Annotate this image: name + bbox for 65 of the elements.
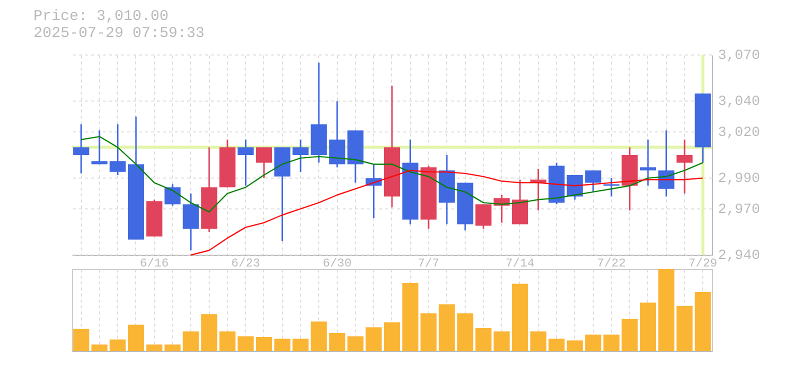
candlestick — [640, 138, 656, 187]
bar — [640, 302, 656, 351]
y-tick-label: 3,070 — [718, 48, 760, 64]
chart-title: Price: 3,010.00 — [34, 8, 169, 25]
bar — [548, 338, 565, 351]
candlestick — [164, 183, 181, 207]
candlestick — [256, 146, 272, 179]
bar — [146, 344, 162, 351]
bar — [256, 337, 272, 351]
candlestick — [238, 138, 254, 187]
x-tick-label: 7/7 — [418, 256, 440, 270]
bar — [402, 282, 418, 351]
x-tick-label: 6/30 — [322, 256, 352, 270]
bar — [384, 322, 400, 351]
candlestick — [475, 203, 492, 230]
candlestick — [585, 170, 602, 193]
x-tick-label: 7/22 — [597, 256, 626, 270]
bar — [512, 284, 528, 351]
bar — [238, 336, 254, 351]
bar — [201, 314, 218, 351]
x-tick-label: 6/16 — [140, 256, 169, 270]
y-tick-label: 2,970 — [718, 202, 760, 218]
bar — [347, 336, 364, 351]
candlestick — [530, 168, 546, 212]
bar — [310, 321, 327, 351]
bar — [475, 328, 492, 351]
y-tick-label: 3,040 — [718, 94, 760, 110]
bar — [530, 331, 546, 351]
bar — [420, 313, 437, 351]
bar — [110, 340, 126, 351]
bar — [494, 331, 510, 351]
bar — [164, 344, 181, 351]
bar — [622, 319, 638, 351]
bar — [292, 338, 309, 351]
bar — [73, 328, 90, 351]
bar — [329, 332, 346, 351]
y-tick-label: 2,940 — [718, 248, 760, 264]
bar — [438, 304, 455, 351]
x-tick-label: 7/14 — [506, 256, 534, 270]
candlestick — [110, 123, 126, 176]
bar — [219, 331, 236, 351]
candlestick — [292, 138, 309, 173]
x-tick-label: 7/29 — [688, 256, 718, 270]
bar — [566, 340, 583, 351]
bar — [457, 313, 474, 351]
line-series — [80, 136, 704, 213]
bar — [676, 306, 693, 351]
bar — [274, 338, 290, 351]
bar — [658, 269, 674, 351]
candlestick — [73, 123, 90, 174]
bar — [585, 334, 602, 351]
bar — [694, 292, 711, 351]
candlestick — [91, 130, 108, 165]
candlestick — [603, 177, 620, 198]
line-series — [190, 170, 704, 256]
bar — [91, 344, 108, 351]
bar — [366, 327, 382, 351]
bar — [128, 324, 144, 351]
bar — [603, 334, 620, 351]
x-tick-label: 6/23 — [231, 256, 260, 270]
y-tick-label: 2,990 — [718, 171, 760, 188]
chart-subtitle: 2025-07-29 07:59:33 — [34, 25, 205, 42]
bar — [182, 331, 199, 351]
y-tick-label: 3,020 — [718, 124, 760, 141]
candlestick — [676, 138, 693, 194]
